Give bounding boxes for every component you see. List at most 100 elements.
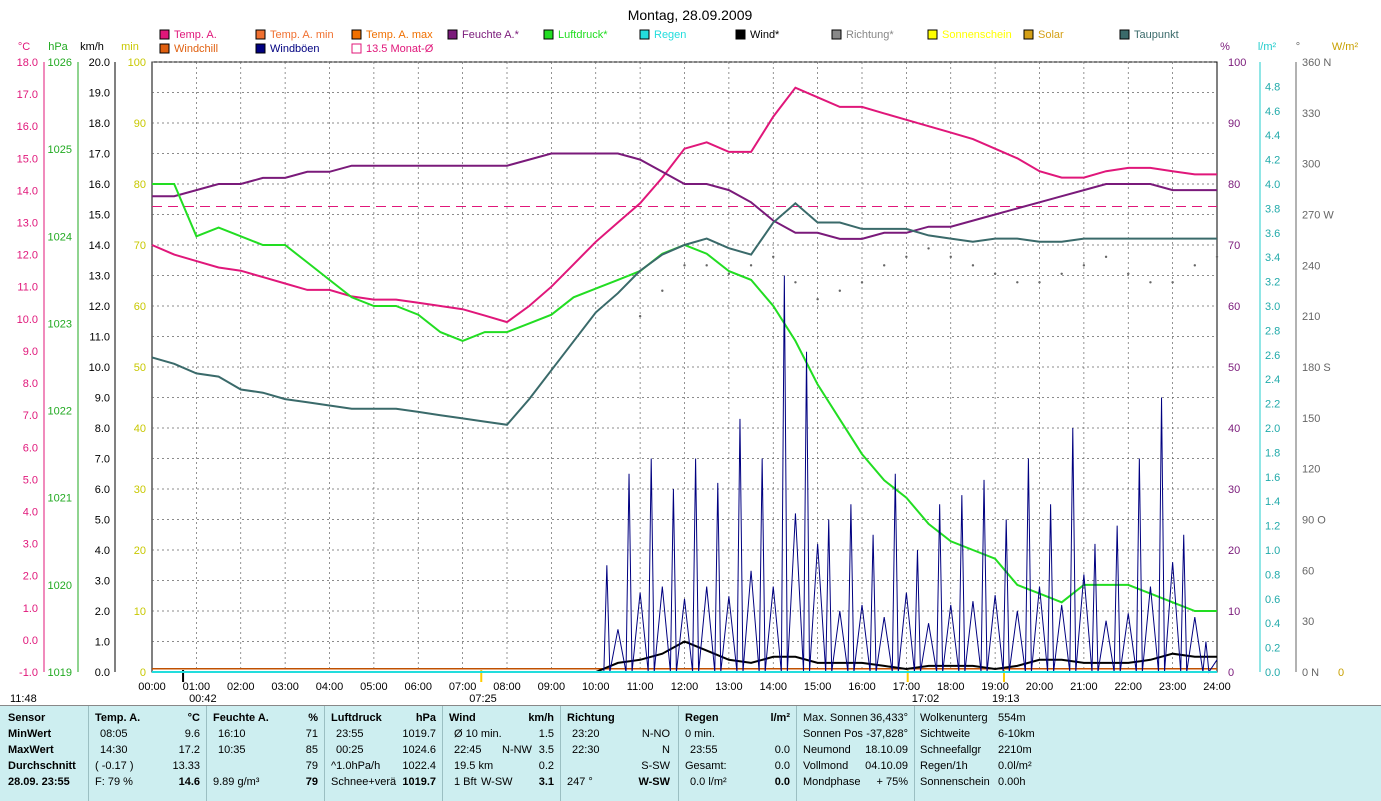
luftdruck-forecast: Schnee+verä <box>331 776 397 788</box>
tick-time: 18:00 <box>937 681 965 693</box>
legend-label: Luftdruck* <box>558 29 608 41</box>
tick-kmh: 19.0 <box>89 88 110 100</box>
tick-temp: 15.0 <box>17 153 38 165</box>
misc-value: 0.00h <box>998 776 1026 788</box>
astro-label: Sonnen Pos <box>803 728 863 740</box>
legend-swatch <box>351 43 362 54</box>
legend-swatch <box>255 43 266 54</box>
misc-value: 2210m <box>998 744 1032 756</box>
tick-kmh: 0.0 <box>95 667 110 679</box>
tick-rain: 1.4 <box>1265 496 1280 508</box>
tick-time: 09:00 <box>538 681 566 693</box>
direction-point <box>927 247 930 250</box>
tick-temp: 10.0 <box>17 314 38 326</box>
tick-dir: 60 <box>1302 565 1314 577</box>
tick-dir: 300 <box>1302 159 1320 171</box>
feuchte-max-value: 85 <box>305 744 318 756</box>
tick-rain: 2.6 <box>1265 350 1280 362</box>
weather-chart: Montag, 28.09.2009 Temp. A. Temp. A. min Te… <box>10 7 1359 705</box>
tick-pct: 80 <box>1228 179 1240 191</box>
legend-swatch <box>831 29 842 40</box>
legend-label: Regen <box>654 29 686 41</box>
tick-rain: 4.2 <box>1265 155 1280 167</box>
tick-kmh: 10.0 <box>89 362 110 374</box>
wind-max-dir: N-NW <box>502 744 532 756</box>
tick-kmh: 3.0 <box>95 576 110 588</box>
astro-label: Max. Sonnen <box>803 712 868 724</box>
tick-dir: 360 N <box>1302 57 1331 69</box>
temp-header: Temp. A. <box>95 712 141 724</box>
tick-min: 50 <box>134 362 146 374</box>
direction-point <box>705 264 708 267</box>
tick-rain: 1.8 <box>1265 447 1280 459</box>
series-feuchte-a- <box>152 152 1217 240</box>
tick-temp: 7.0 <box>23 410 38 422</box>
direction-point <box>794 281 797 284</box>
legend-swatch <box>255 29 266 40</box>
legend-label: Temp. A. <box>174 29 217 41</box>
tick-time: 12:00 <box>671 681 699 693</box>
feuchte-max-time: 10:35 <box>218 744 246 756</box>
tick-kmh: 17.0 <box>89 149 110 161</box>
luftdruck-current-value: 1019.7 <box>402 776 436 788</box>
tick-temp: 14.0 <box>17 185 38 197</box>
tick-temp: 4.0 <box>23 506 38 518</box>
tick-time: 19:00 <box>981 681 1009 693</box>
direction-point <box>1149 281 1152 284</box>
tick-pct: 0 <box>1228 667 1234 679</box>
direction-point <box>1016 281 1019 284</box>
direction-point <box>882 264 886 267</box>
tick-rain: 4.8 <box>1265 81 1280 93</box>
astro-value: 04.10.09 <box>865 760 908 772</box>
temp-min-value: 9.6 <box>184 728 200 740</box>
tick-kmh: 20.0 <box>89 57 110 69</box>
temp-unit: °C <box>187 712 200 724</box>
tick-hpa: 1022 <box>48 406 72 418</box>
regen-duration: 0 min. <box>685 728 715 740</box>
tick-hpa: 1021 <box>48 493 72 505</box>
tick-time: 08:00 <box>493 681 521 693</box>
regen-total-label: Gesamt: <box>685 760 727 772</box>
tick-kmh: 7.0 <box>95 454 110 466</box>
axis-unit-right: % <box>1220 41 1230 53</box>
axis-unit-left: hPa <box>48 41 68 53</box>
tick-time: 02:00 <box>227 681 255 693</box>
richtung-current-value: W-SW <box>638 776 670 788</box>
legend-label: Temp. A. min <box>270 29 334 41</box>
tick-rain: 1.6 <box>1265 472 1280 484</box>
tick-time: 17:00 <box>893 681 921 693</box>
tick-time: 16:00 <box>848 681 876 693</box>
tick-time: 14:00 <box>759 681 787 693</box>
temp-avg-value: 13.33 <box>172 760 200 772</box>
tick-kmh: 8.0 <box>95 423 110 435</box>
tick-rain: 0.4 <box>1265 618 1280 630</box>
row-label-max: MaxWert <box>8 744 54 756</box>
luftdruck-trend: ^1.0hPa/h <box>331 760 381 772</box>
tick-rain: 4.0 <box>1265 179 1280 191</box>
richtung-max-value: N <box>662 744 670 756</box>
wind-avg-label: Ø 10 min. <box>454 728 502 740</box>
night-mark: 00:42 <box>189 693 217 705</box>
tick-rain: 3.6 <box>1265 228 1280 240</box>
tick-min: 30 <box>134 484 146 496</box>
tick-kmh: 1.0 <box>95 637 110 649</box>
direction-point <box>971 264 975 267</box>
tick-rain: 3.8 <box>1265 203 1280 215</box>
direction-point <box>1171 281 1174 284</box>
row-label-min: MinWert <box>8 728 52 740</box>
tick-kmh: 13.0 <box>89 271 110 283</box>
axis-unit-right: ° <box>1296 41 1300 53</box>
regen-max-time: 23:55 <box>690 744 718 756</box>
tick-hpa: 1025 <box>48 144 72 156</box>
sunrise-mark: 07:25 <box>469 693 497 705</box>
tick-hpa: 1019 <box>48 667 72 679</box>
tick-temp: 6.0 <box>23 442 38 454</box>
legend-label: Windchill <box>174 43 218 55</box>
wind-bft: 1 Bft <box>454 776 477 788</box>
tick-rain: 1.0 <box>1265 545 1280 557</box>
axis-unit-right: W/m² <box>1332 41 1359 53</box>
tick-temp: 12.0 <box>17 250 38 262</box>
tick-kmh: 15.0 <box>89 210 110 222</box>
tick-time: 01:00 <box>183 681 211 693</box>
tick-time: 05:00 <box>360 681 388 693</box>
